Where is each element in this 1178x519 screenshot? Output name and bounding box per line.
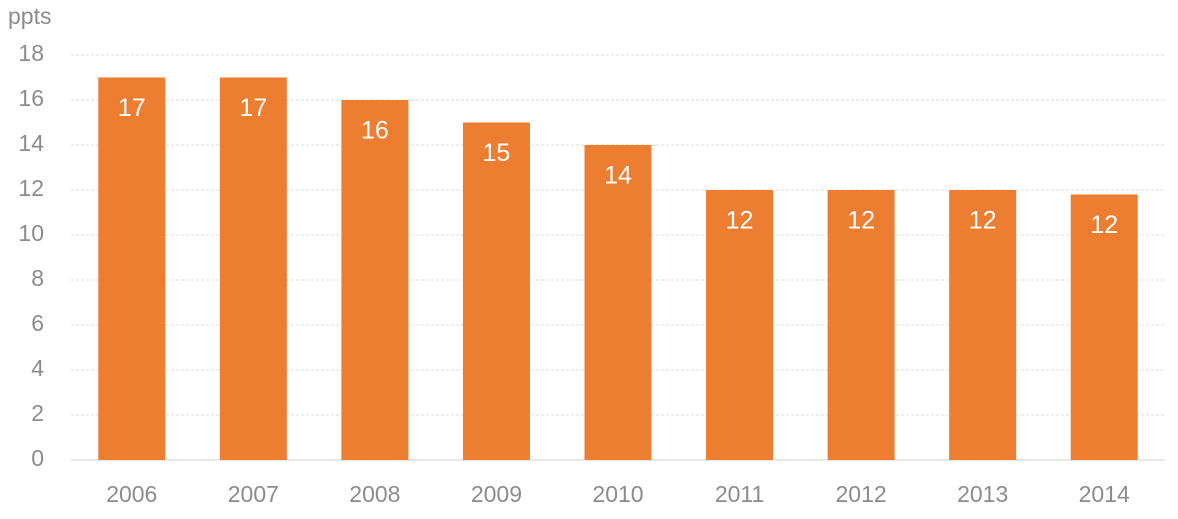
x-tick-label: 2014 — [1079, 481, 1130, 507]
y-tick-label: 12 — [18, 175, 44, 201]
bar — [1070, 194, 1138, 460]
y-tick-label: 18 — [18, 40, 44, 66]
y-tick-label: 16 — [18, 85, 44, 111]
value-label: 17 — [118, 94, 146, 122]
y-tick-label: 6 — [31, 310, 44, 336]
x-tick-label: 2008 — [349, 481, 400, 507]
value-label: 14 — [604, 162, 632, 190]
x-tick-label: 2006 — [106, 481, 157, 507]
x-tick-label: 2009 — [471, 481, 522, 507]
y-tick-label: 10 — [18, 220, 44, 246]
bar — [98, 77, 166, 460]
value-label: 16 — [361, 117, 389, 145]
y-tick-label: 14 — [18, 130, 44, 156]
x-tick-label: 2011 — [715, 481, 764, 507]
value-label: 12 — [969, 207, 997, 235]
y-tick-label: 4 — [31, 355, 44, 381]
x-tick-label: 2007 — [228, 481, 279, 507]
value-label: 12 — [1090, 211, 1118, 239]
bar — [827, 190, 895, 460]
y-tick-label: 8 — [31, 265, 44, 291]
bar — [584, 145, 652, 460]
y-tick-label: 0 — [31, 445, 44, 471]
value-label: 12 — [847, 207, 875, 235]
y-axis-label: ppts — [8, 3, 51, 29]
value-label: 17 — [239, 94, 267, 122]
bar — [341, 100, 409, 460]
value-label: 12 — [726, 207, 754, 235]
x-tick-label: 2012 — [836, 481, 887, 507]
value-label: 15 — [483, 139, 511, 167]
x-tick-label: 2013 — [957, 481, 1008, 507]
bar — [462, 122, 530, 460]
bar — [949, 190, 1017, 460]
x-tick-label: 2010 — [592, 481, 643, 507]
bar — [219, 77, 287, 460]
y-tick-label: 2 — [31, 400, 44, 426]
bar — [706, 190, 774, 460]
